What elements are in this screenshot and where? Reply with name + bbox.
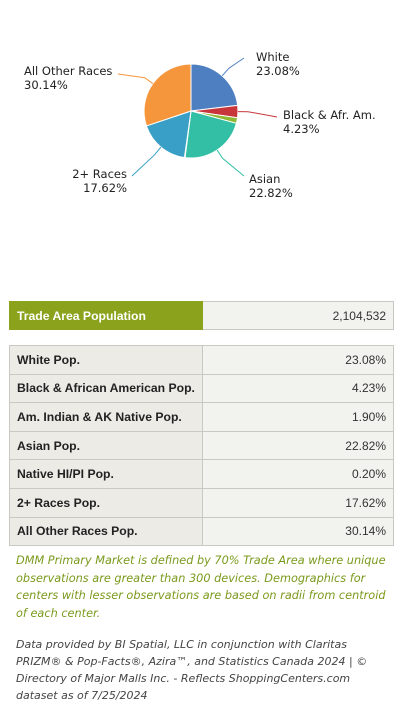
race-label: Native HI/PI Pop.	[9, 459, 203, 489]
race-value: 30.14%	[202, 516, 394, 547]
race-value: 23.08%	[202, 345, 394, 375]
race-value: 17.62%	[202, 487, 394, 518]
pie-leader-line	[237, 111, 278, 118]
population-row: Trade Area Population 2,104,532	[9, 301, 394, 330]
table-row: Am. Indian & AK Native Pop. 1.90%	[9, 402, 394, 432]
race-value: 1.90%	[202, 402, 394, 432]
pie-slice	[190, 63, 239, 112]
pie-slice-name: 2+ Races	[72, 167, 127, 181]
pie-leader-line	[131, 146, 162, 177]
pie-slice-value: 17.62%	[83, 181, 127, 195]
pie-slice-value: 22.82%	[249, 186, 293, 200]
pie-slice-name: White	[256, 50, 289, 64]
data-source-note: Data provided by BI Spatial, LLC in conj…	[16, 638, 368, 702]
market-definition-note: DMM Primary Market is defined by 70% Tra…	[16, 554, 386, 620]
race-label: All Other Races Pop.	[9, 516, 203, 547]
table-row: 2+ Races Pop. 17.62%	[9, 487, 394, 518]
race-value: 22.82%	[202, 430, 394, 461]
pie-slice-name: Asian	[249, 172, 280, 186]
table-row: Asian Pop. 22.82%	[9, 430, 394, 461]
pie-slice-name: Black & Afr. Am.	[283, 108, 376, 122]
table-row: Native HI/PI Pop. 0.20%	[9, 459, 394, 489]
race-label: White Pop.	[9, 345, 203, 375]
race-value: 0.20%	[202, 459, 394, 489]
pie-slice-name: All Other Races	[24, 64, 112, 78]
table-row: All Other Races Pop. 30.14%	[9, 516, 394, 547]
race-label: Black & African American Pop.	[9, 373, 203, 404]
pie-slice	[143, 63, 192, 127]
population-value: 2,104,532	[202, 301, 394, 330]
pie-leader-line	[221, 57, 245, 77]
table-row: White Pop. 23.08%	[9, 345, 394, 375]
pie-slice	[184, 110, 237, 159]
pie-slice-value: 4.23%	[283, 122, 320, 136]
pie-slice-value: 23.08%	[256, 64, 300, 78]
race-label: Asian Pop.	[9, 430, 203, 461]
pie-leader-line	[216, 149, 245, 177]
race-label: Am. Indian & AK Native Pop.	[9, 402, 203, 432]
race-pie-chart: White 23.08% Black & Afr. Am. 4.23% Asian 22.…	[0, 0, 406, 260]
race-table: White Pop. 23.08% Black & African Americ…	[9, 345, 394, 547]
population-label: Trade Area Population	[9, 301, 203, 330]
race-value: 4.23%	[202, 373, 394, 404]
pie-slice-value: 30.14%	[24, 78, 68, 92]
race-label: 2+ Races Pop.	[9, 487, 203, 518]
pie-leader-line	[117, 73, 154, 84]
population-table: Trade Area Population 2,104,532	[9, 301, 394, 330]
table-row: Black & African American Pop. 4.23%	[9, 373, 394, 404]
